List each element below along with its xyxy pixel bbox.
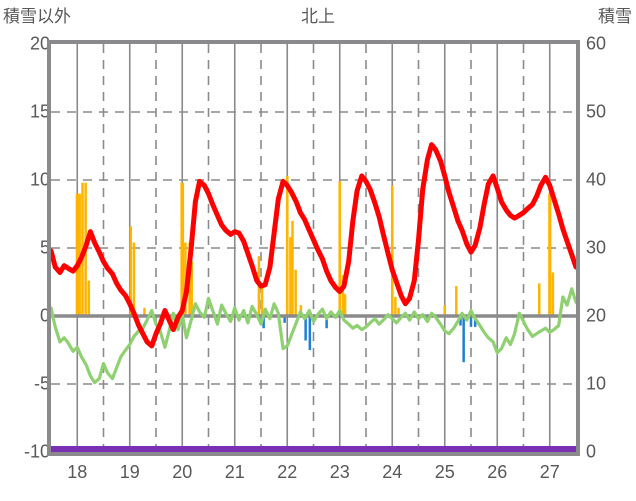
precipitation-bar	[325, 316, 328, 329]
y-axis-tick-label-right: 40	[586, 169, 607, 190]
y-axis-tick-label-left: 0	[39, 305, 50, 326]
x-axis-tick-label: 24	[382, 462, 403, 482]
y-axis-tick-label-right: 60	[586, 33, 607, 54]
x-axis-tick-label: 21	[224, 462, 245, 482]
sunshine-bar	[455, 286, 458, 316]
x-axis-tick-label: 18	[67, 462, 88, 482]
y-axis-tick-label-right: 30	[586, 237, 607, 258]
sunshine-bar	[190, 261, 193, 316]
plot-area	[47, 40, 580, 456]
sunshine-bar	[443, 305, 446, 316]
right-axis-caption: 積雪	[598, 7, 632, 26]
sunshine-bar	[294, 269, 297, 316]
sunshine-bar	[180, 182, 185, 316]
x-axis-tick-label: 20	[172, 462, 193, 482]
y-axis-tick-label-right: 50	[586, 101, 607, 122]
y-axis-tick-label-left: 20	[29, 33, 50, 54]
precipitation-bar	[262, 316, 265, 329]
left-axis-caption: 積雪以外	[3, 7, 71, 26]
precipitation-bar	[304, 316, 307, 341]
plot-inner	[51, 44, 576, 452]
sunshine-bar	[291, 220, 294, 316]
sunshine-bar	[143, 307, 146, 316]
precipitation-bar	[283, 316, 286, 323]
sunshine-bar	[289, 237, 292, 316]
sunshine-bar	[548, 193, 552, 316]
precipitation-bar	[459, 316, 462, 326]
sunshine-bar	[129, 226, 133, 316]
precipitation-bar	[462, 316, 465, 363]
sunshine-bar	[75, 193, 81, 316]
x-axis-tick-label: 22	[277, 462, 298, 482]
x-axis-tick-label: 19	[119, 462, 140, 482]
y-axis-tick-label-left: 15	[29, 101, 50, 122]
sunshine-bar	[338, 181, 342, 316]
sunshine-bar	[285, 175, 289, 316]
y-axis-tick-label-left: 5	[39, 237, 50, 258]
x-axis-tick-label: 27	[539, 462, 560, 482]
page-title: 北上	[301, 7, 335, 26]
x-axis-tick-label: 25	[434, 462, 455, 482]
x-axis-tick-label: 23	[329, 462, 350, 482]
sunshine-bar	[132, 242, 136, 316]
sunshine-bar	[260, 286, 264, 316]
sunshine-bar	[397, 307, 400, 316]
precipitation-bar	[469, 316, 473, 327]
chart-svg	[51, 44, 576, 452]
sunshine-bar	[87, 280, 91, 316]
x-axis-tick-label: 26	[487, 462, 508, 482]
y-axis-tick-label-left: -5	[33, 373, 50, 394]
y-axis-tick-label-left: -10	[23, 441, 50, 462]
sunshine-bar	[551, 272, 555, 316]
sunshine-bar	[538, 283, 541, 316]
sunshine-bar	[341, 275, 345, 316]
sunshine-bar	[394, 296, 397, 316]
y-axis-tick-label-left: 10	[29, 169, 50, 190]
y-axis-tick-label-right: 20	[586, 305, 607, 326]
y-axis-tick-label-right: 0	[586, 441, 597, 462]
precipitation-bar	[308, 316, 312, 350]
series-line-temperature	[51, 142, 576, 349]
y-axis-tick-label-right: 10	[586, 373, 607, 394]
sunshine-bar	[390, 185, 394, 316]
sunshine-bar	[343, 294, 347, 316]
